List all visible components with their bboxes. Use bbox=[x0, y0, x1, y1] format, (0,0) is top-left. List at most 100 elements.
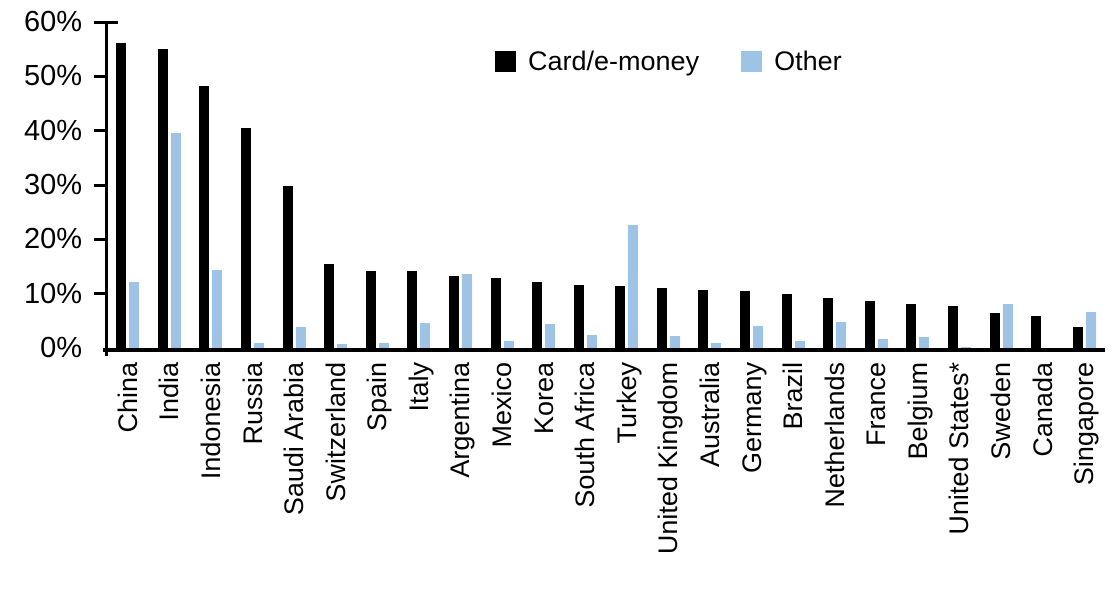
y-tick-label: 50% bbox=[23, 60, 82, 93]
y-tick-mark bbox=[94, 129, 107, 133]
y-tick-label: 20% bbox=[23, 223, 82, 256]
bar-group bbox=[107, 22, 149, 348]
x-label-slot: Brazil bbox=[772, 362, 814, 592]
x-axis-label: Turkey bbox=[611, 362, 642, 444]
x-axis-label: France bbox=[861, 362, 892, 447]
x-label-slot: Italy bbox=[398, 362, 440, 592]
bar-card-e-money bbox=[324, 264, 335, 348]
x-label-slot: United States* bbox=[939, 362, 981, 592]
bar-card-e-money bbox=[1072, 327, 1083, 348]
x-axis-label: Switzerland bbox=[320, 362, 351, 502]
legend-item-other: Other bbox=[741, 46, 842, 77]
x-axis-label: United Kingdom bbox=[653, 362, 684, 555]
bar-card-e-money bbox=[448, 276, 459, 348]
bar-other bbox=[212, 270, 223, 348]
x-label-slot: Germany bbox=[731, 362, 773, 592]
bar-other bbox=[794, 341, 805, 348]
bar-group bbox=[357, 22, 399, 348]
bar-card-e-money bbox=[532, 282, 543, 348]
bar-group bbox=[149, 22, 191, 348]
bar-other bbox=[378, 343, 389, 348]
bar-card-e-money bbox=[282, 186, 293, 348]
bar-group bbox=[606, 22, 648, 348]
bar-other bbox=[628, 225, 639, 348]
bar-card-e-money bbox=[116, 43, 127, 348]
x-label-slot: India bbox=[149, 362, 191, 592]
bar-group bbox=[398, 22, 440, 348]
bar-other bbox=[129, 282, 140, 348]
x-axis-line bbox=[103, 348, 1105, 352]
bar-other bbox=[711, 343, 722, 348]
x-label-slot: Argentina bbox=[440, 362, 482, 592]
bar-other bbox=[545, 324, 556, 348]
x-label-slot: France bbox=[856, 362, 898, 592]
y-tick-mark bbox=[94, 183, 107, 187]
legend-item-card-e-money: Card/e-money bbox=[495, 46, 699, 77]
x-axis-label: China bbox=[112, 362, 143, 433]
x-axis-label: South Africa bbox=[570, 362, 601, 508]
x-label-slot: Belgium bbox=[897, 362, 939, 592]
x-label-slot: Canada bbox=[1022, 362, 1064, 592]
bar-group bbox=[523, 22, 565, 348]
x-label-slot: Korea bbox=[523, 362, 565, 592]
x-label-slot: United Kingdom bbox=[648, 362, 690, 592]
x-axis-label: Russia bbox=[237, 362, 268, 445]
x-label-slot: Australia bbox=[689, 362, 731, 592]
x-label-slot: Netherlands bbox=[814, 362, 856, 592]
x-label-slot: South Africa bbox=[564, 362, 606, 592]
x-label-slot: Mexico bbox=[481, 362, 523, 592]
bar-card-e-money bbox=[740, 291, 751, 348]
bar-other bbox=[877, 339, 888, 348]
y-tick-label: 10% bbox=[23, 277, 82, 310]
y-tick-label: 60% bbox=[23, 6, 82, 38]
y-tick-label: 0% bbox=[40, 332, 82, 364]
bar-group bbox=[1022, 22, 1064, 348]
x-label-slot: Russia bbox=[232, 362, 274, 592]
bar-card-e-money bbox=[157, 49, 168, 348]
bar-group bbox=[1063, 22, 1105, 348]
bar-card-e-money bbox=[615, 286, 626, 348]
y-tick-label: 40% bbox=[23, 114, 82, 147]
x-label-slot: Indonesia bbox=[190, 362, 232, 592]
bar-other bbox=[295, 327, 306, 348]
x-axis-label: United States* bbox=[944, 362, 975, 535]
legend-swatch-card-icon bbox=[495, 51, 516, 72]
bar-card-e-money bbox=[947, 306, 958, 348]
bar-group bbox=[856, 22, 898, 348]
bar-card-e-money bbox=[656, 288, 667, 348]
x-axis-label: Germany bbox=[736, 362, 767, 474]
bar-group bbox=[273, 22, 315, 348]
y-tick-mark bbox=[94, 237, 107, 241]
x-axis-label: Mexico bbox=[487, 362, 518, 448]
bar-other bbox=[503, 341, 514, 348]
bar-group bbox=[440, 22, 482, 348]
bars-container bbox=[107, 22, 1105, 348]
legend-label-other: Other bbox=[774, 46, 842, 76]
bar-card-e-money bbox=[241, 128, 252, 348]
bar-card-e-money bbox=[864, 301, 875, 348]
x-axis-label: Brazil bbox=[778, 362, 809, 430]
x-axis-label: India bbox=[154, 362, 185, 421]
x-axis-label: Indonesia bbox=[195, 362, 226, 480]
bar-group bbox=[980, 22, 1022, 348]
y-axis-line bbox=[105, 22, 108, 356]
bar-card-e-money bbox=[698, 290, 709, 348]
bar-group bbox=[648, 22, 690, 348]
bar-other bbox=[586, 335, 597, 348]
bar-card-e-money bbox=[781, 294, 792, 348]
bar-other bbox=[836, 322, 847, 348]
bar-group bbox=[190, 22, 232, 348]
bar-group bbox=[315, 22, 357, 348]
x-label-slot: Sweden bbox=[980, 362, 1022, 592]
x-axis-label: Netherlands bbox=[819, 362, 850, 508]
bar-card-e-money bbox=[490, 278, 501, 348]
x-axis-labels: China India Indonesia Russia Saudi Arabia Swi… bbox=[107, 362, 1105, 592]
bar-group bbox=[731, 22, 773, 348]
bar-card-e-money bbox=[365, 271, 376, 348]
bar-group bbox=[689, 22, 731, 348]
bar-group bbox=[814, 22, 856, 348]
y-tick-mark bbox=[94, 74, 107, 78]
y-tick-mark bbox=[94, 20, 118, 24]
x-label-slot: Singapore bbox=[1063, 362, 1105, 592]
x-axis-label: Sweden bbox=[986, 362, 1017, 460]
